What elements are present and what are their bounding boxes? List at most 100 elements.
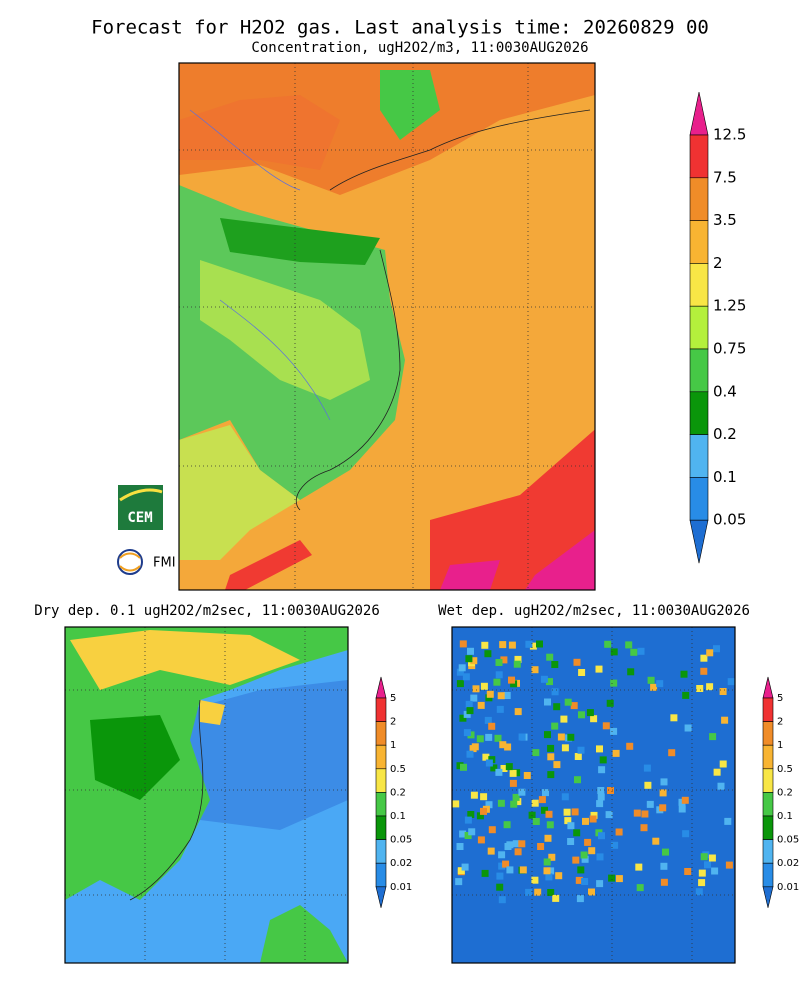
precipitation-cell <box>567 838 575 845</box>
precipitation-cell <box>581 855 589 863</box>
precipitation-cell <box>508 676 515 684</box>
map-field <box>440 560 500 590</box>
precipitation-cell <box>485 801 493 809</box>
precipitation-cell <box>626 742 634 750</box>
colorbar-triangle <box>375 676 387 699</box>
precipitation-cell <box>611 841 619 849</box>
precipitation-cell <box>538 796 546 804</box>
precipitation-cell <box>547 744 555 752</box>
colorbar-segment <box>689 134 709 179</box>
precipitation-cell <box>537 843 545 850</box>
title: Forecast for H2O2 gas. Last analysis tim… <box>91 17 709 39</box>
precipitation-cell <box>502 860 510 868</box>
precipitation-cell <box>606 699 614 707</box>
precipitation-cell <box>457 867 465 875</box>
precipitation-cell <box>514 848 522 856</box>
precipitation-cell <box>529 642 537 650</box>
precipitation-cell <box>709 733 717 741</box>
wet-deposition-map <box>452 627 735 963</box>
precipitation-cell <box>590 715 598 723</box>
precipitation-cell <box>696 685 704 692</box>
colorbar-segment <box>689 263 709 307</box>
precipitation-cell <box>597 793 605 801</box>
precipitation-cell <box>518 788 526 796</box>
precipitation-cell <box>615 875 623 883</box>
colorbar-label: 0.1 <box>713 468 737 486</box>
precipitation-cell <box>575 876 583 884</box>
precipitation-cell <box>577 746 585 754</box>
precipitation-cell <box>573 658 581 666</box>
precipitation-cell <box>564 698 572 706</box>
logo-waves <box>119 552 141 572</box>
precipitation-cell <box>464 816 472 824</box>
precipitation-cell <box>482 753 490 761</box>
colorbar-label: 5 <box>777 693 783 704</box>
precipitation-cell <box>452 800 460 808</box>
precipitation-cell <box>725 861 733 869</box>
precipitation-cell <box>706 683 714 691</box>
precipitation-cell <box>644 781 652 789</box>
precipitation-cell <box>553 761 561 769</box>
colorbar-label: 0.2 <box>713 425 737 443</box>
precipitation-cell <box>480 682 488 690</box>
precipitation-cell <box>668 749 676 757</box>
colorbar-label: 0.2 <box>777 787 793 798</box>
colorbar-label: 0.4 <box>713 382 737 400</box>
map-field <box>380 70 440 140</box>
colorbar-label: 0.05 <box>390 835 412 846</box>
precipitation-cell <box>670 714 678 722</box>
precipitation-cell <box>547 771 555 779</box>
precipitation-cell <box>567 822 575 830</box>
precipitation-cell <box>519 866 527 874</box>
precipitation-cell <box>612 749 620 757</box>
grid-lines <box>65 627 348 963</box>
precipitation-cell <box>512 840 520 848</box>
precipitation-cell <box>536 640 543 648</box>
colorbar-label: 1 <box>777 740 783 751</box>
colorbar-label: 2 <box>777 717 783 728</box>
precipitation-cell <box>545 873 553 881</box>
precipitation-cell <box>551 688 559 696</box>
precipitation-cell <box>571 808 579 816</box>
colorbar-segment <box>762 815 774 840</box>
precipitation-cell <box>495 768 503 776</box>
precipitation-cell <box>719 760 727 768</box>
colorbar-label: 0.75 <box>713 340 746 358</box>
fmi-logo: FMI <box>117 549 176 575</box>
precipitation-cell <box>598 766 606 774</box>
precipitation-cell <box>552 894 560 902</box>
precipitation-cell <box>514 655 522 663</box>
precipitation-cell <box>470 657 478 665</box>
map-field <box>179 425 300 560</box>
precipitation-cell <box>659 804 667 812</box>
colorbar-segment <box>689 305 709 350</box>
precipitation-cell <box>578 711 585 719</box>
precipitation-cell <box>596 853 604 861</box>
precipitation-cell <box>467 811 475 818</box>
precipitation-cell <box>531 799 539 807</box>
precipitation-cell <box>560 715 568 723</box>
precipitation-cell <box>684 868 692 875</box>
precipitation-cell <box>463 729 471 737</box>
colorbar-segment <box>375 815 387 840</box>
precipitation-cell <box>700 667 708 675</box>
precipitation-cell <box>510 800 518 808</box>
colorbar-triangle <box>689 91 709 136</box>
precipitation-cell <box>503 692 511 699</box>
colorbar: 5 2 1 0.5 0.2 0.1 0.05 0.02 0.01 <box>762 676 799 908</box>
colorbar-segment <box>375 768 387 793</box>
colorbar-label: 0.01 <box>390 882 412 893</box>
precipitation-cell <box>531 666 539 674</box>
precipitation-cell <box>472 685 480 693</box>
precipitation-cell <box>564 817 572 825</box>
precipitation-cell <box>495 671 503 679</box>
precipitation-cell <box>604 640 612 648</box>
precipitation-cell <box>636 884 644 892</box>
colorbar-segment <box>762 862 774 888</box>
precipitation-cell <box>727 678 735 686</box>
precipitation-cell <box>547 889 555 896</box>
precipitation-cell <box>589 815 597 823</box>
colorbar-label: 0.5 <box>390 764 406 775</box>
precipitation-cell <box>485 733 493 741</box>
precipitation-cell <box>534 888 542 896</box>
